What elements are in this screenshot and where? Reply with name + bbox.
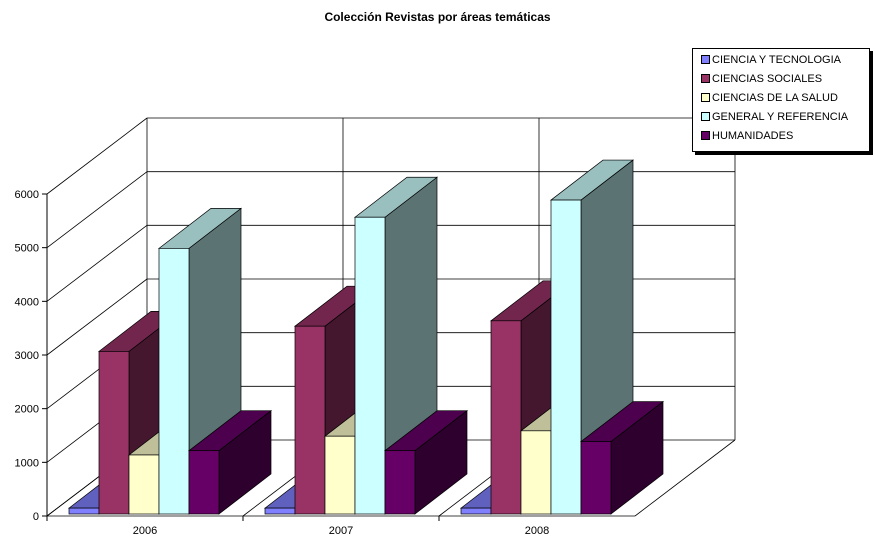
y-tick-label-3000: 3000 [15, 350, 39, 362]
legend-item-humanidades: HUMANIDADES [701, 129, 793, 143]
x-tick-label-2006: 2006 [133, 525, 157, 537]
gridline-side-6000 [46, 117, 148, 195]
legend-label-4: HUMANIDADES [712, 130, 794, 142]
y-tick-label-4000: 4000 [15, 296, 39, 308]
floor-right-edge [634, 439, 736, 517]
legend-item-ciencias-sociales: CIENCIAS SOCIALES [701, 72, 822, 86]
chart-title: Colección Revistas por áreas temáticas [324, 10, 551, 24]
y-tick-label-6000: 6000 [15, 189, 39, 201]
x-tick-label-2008: 2008 [525, 525, 549, 537]
gridline-side-4000 [46, 225, 148, 302]
legend-label-2: CIENCIAS DE LA SALUD [712, 92, 838, 104]
legend-swatch-1 [701, 73, 710, 83]
legend-label-3: GENERAL Y REFERENCIA [712, 111, 849, 123]
gridline-side-5000 [46, 171, 148, 248]
legend-item-ciencia-y-tecnologia: CIENCIA Y TECNOLOGIA [701, 53, 841, 67]
gridline-side-3000 [46, 278, 148, 356]
legend-swatch-3 [701, 111, 710, 121]
y-tick-label-1000: 1000 [15, 457, 39, 469]
legend-label-1: CIENCIAS SOCIALES [712, 73, 823, 85]
x-tick-label-2007: 2007 [329, 525, 353, 537]
legend-swatch-0 [701, 54, 710, 64]
y-tick-label-0: 0 [33, 511, 39, 523]
legend: CIENCIA Y TECNOLOGIA CIENCIAS SOCIALES C… [692, 48, 870, 152]
bar-humanidades-2006 [187, 409, 273, 515]
legend-swatch-4 [701, 130, 710, 140]
bar-humanidades-2007 [383, 409, 469, 515]
legend-item-general-y-referencia: GENERAL Y REFERENCIA [701, 110, 848, 124]
legend-item-ciencias-de-la-salud: CIENCIAS DE LA SALUD [701, 91, 838, 105]
legend-label-0: CIENCIA Y TECNOLOGIA [712, 54, 841, 66]
bar-general-y-referencia-2007 [353, 176, 439, 515]
legend-swatch-2 [701, 92, 710, 102]
y-tick-label-5000: 5000 [15, 243, 39, 255]
bars-layer [67, 159, 665, 515]
axis-layer: 0 1000 2000 3000 4000 5000 6000 2006 2007 2008 [15, 189, 550, 537]
bar-humanidades-2008 [579, 400, 665, 515]
y-tick-label-2000: 2000 [15, 404, 39, 416]
